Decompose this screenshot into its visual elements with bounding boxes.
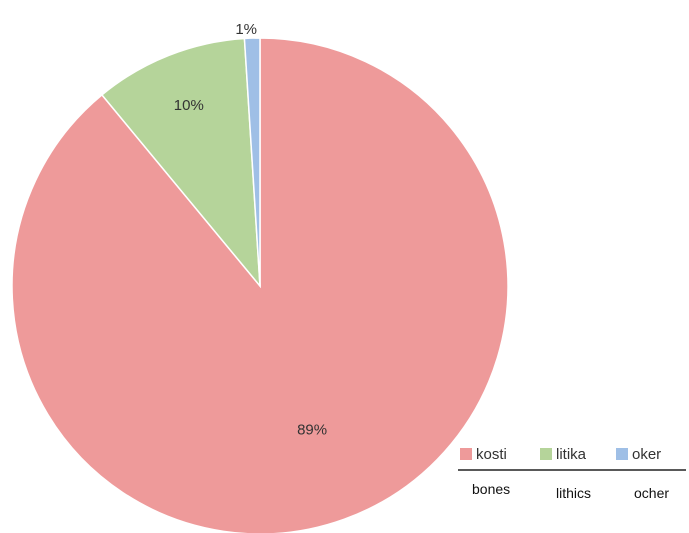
legend-label-oker: oker <box>632 446 661 463</box>
translation-ocher: ocher <box>634 485 669 501</box>
legend-swatch-kosti <box>460 448 472 460</box>
legend-label-litika: litika <box>556 446 587 463</box>
legend-swatch-litika <box>540 448 552 460</box>
legend-label-kosti: kosti <box>476 446 507 463</box>
pie-slices <box>11 37 509 533</box>
slice-labels: 89% 10% 1% <box>174 21 327 439</box>
data-label-litika: 10% <box>174 97 204 114</box>
legend-swatch-oker <box>616 448 628 460</box>
pie-slice-oker <box>243 37 261 287</box>
legend: kosti litika oker <box>460 446 661 463</box>
translation-lithics: lithics <box>556 485 591 501</box>
data-label-kosti: 89% <box>297 422 327 439</box>
data-label-oker: 1% <box>235 21 257 38</box>
translation-bones: bones <box>472 481 510 497</box>
pie-slice-litika <box>100 37 261 289</box>
legend-translations: bones lithics ocher <box>472 481 669 501</box>
